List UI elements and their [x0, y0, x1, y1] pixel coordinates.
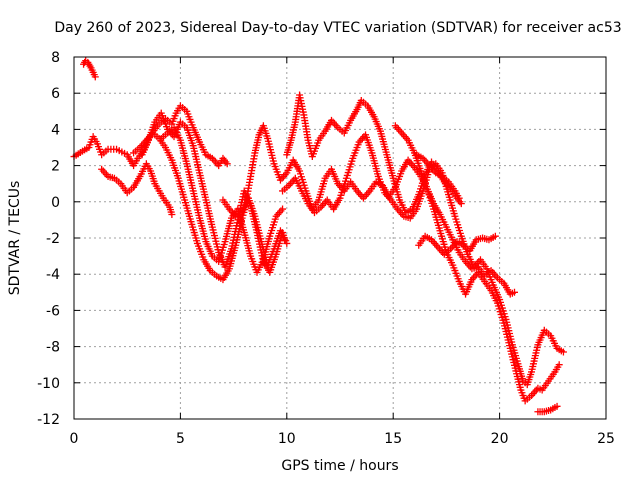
series-arc-h: [283, 91, 465, 217]
data-point: [491, 232, 499, 240]
y-tick-label: 4: [51, 122, 60, 138]
data-point: [559, 348, 567, 356]
x-tick-label: 10: [278, 431, 296, 447]
data-point: [455, 194, 463, 202]
series-arc-m: [534, 402, 561, 416]
series-arc-k: [413, 151, 463, 202]
series-arc-a: [80, 57, 99, 81]
series-arc-j: [391, 122, 563, 405]
data-point: [510, 288, 518, 296]
axis-ticks: [73, 56, 607, 420]
y-tick-label: -10: [37, 376, 60, 392]
y-tick-label: -8: [46, 340, 60, 356]
y-tick-label: -2: [46, 231, 60, 247]
x-tick-label: 25: [597, 431, 615, 447]
data-point: [457, 200, 465, 208]
y-tick-label: 0: [51, 195, 60, 211]
data-point: [168, 210, 176, 218]
x-tick-label: 5: [176, 431, 185, 447]
y-tick-label: -6: [46, 303, 60, 319]
grid-lines: [74, 57, 606, 419]
y-tick-label: 2: [51, 159, 60, 175]
data-point: [279, 205, 287, 213]
y-tick-label: -12: [37, 412, 60, 428]
data-point: [223, 160, 231, 168]
series-arc-l: [415, 232, 499, 258]
x-tick-label: 20: [491, 431, 509, 447]
series-arc-c: [98, 160, 176, 218]
data-point: [91, 73, 99, 81]
x-tick-label: 0: [70, 431, 79, 447]
series-arc-i: [279, 131, 567, 389]
y-axis-label: SDTVAR / TECUs: [7, 181, 23, 296]
y-tick-label: 6: [51, 86, 60, 102]
x-axis-label: GPS time / hours: [281, 458, 398, 474]
data-point: [555, 361, 563, 369]
data-point: [283, 239, 291, 247]
y-tick-label: -4: [46, 267, 60, 283]
chart-title: Day 260 of 2023, Sidereal Day-to-day VTE…: [54, 20, 621, 36]
data-point: [553, 402, 561, 410]
x-tick-label: 15: [384, 431, 402, 447]
y-tick-label: 8: [51, 50, 60, 66]
data-points: [70, 57, 567, 416]
